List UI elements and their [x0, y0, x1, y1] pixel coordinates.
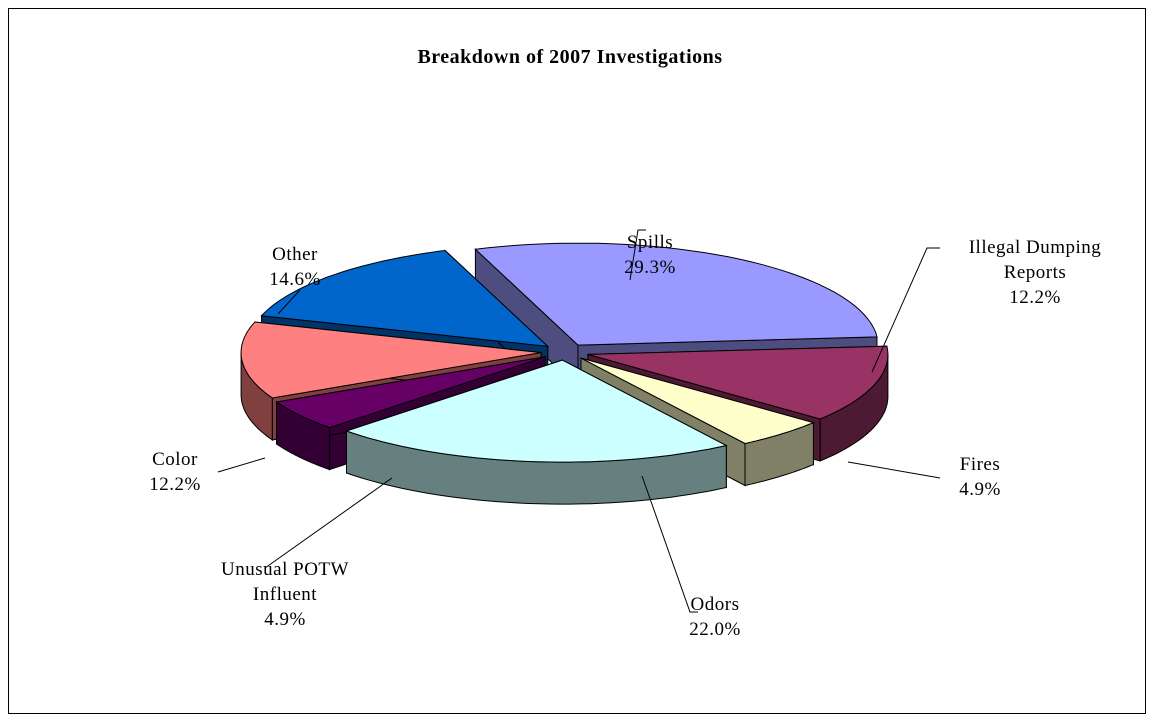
leader-line: [277, 289, 301, 315]
slice: [275, 356, 546, 429]
leader-line: [217, 457, 266, 473]
leader-line: [629, 229, 646, 281]
category-label: Unusual POTW Influent: [221, 559, 349, 605]
data-label: Odors 22.0%: [660, 592, 770, 642]
data-label: Unusual POTW Influent 4.9%: [200, 557, 370, 632]
slice: [474, 242, 878, 346]
chart-title: Breakdown of 2007 Investigations: [417, 46, 723, 68]
value-label: 22.0%: [689, 619, 741, 640]
slice: [260, 249, 550, 348]
slice: [587, 345, 889, 420]
leader-line: [871, 247, 940, 373]
value-label: 29.3%: [624, 257, 676, 278]
value-label: 4.9%: [264, 609, 306, 630]
category-label: Other: [272, 244, 318, 265]
data-label: Illegal Dumping Reports 12.2%: [940, 235, 1130, 310]
slice: [344, 359, 728, 463]
category-label: Fires: [959, 454, 1001, 475]
leader-line: [847, 461, 941, 479]
category-label: Odors: [690, 594, 740, 615]
leader-line: [264, 477, 393, 569]
data-label: Fires 4.9%: [930, 452, 1030, 502]
data-label: Spills 29.3%: [580, 230, 720, 280]
category-label: Spills: [626, 232, 674, 253]
data-label: Other 14.6%: [240, 242, 350, 292]
leader-line: [641, 475, 698, 613]
data-label: Color 12.2%: [120, 447, 230, 497]
value-label: 12.2%: [1009, 287, 1061, 308]
slice: [580, 357, 815, 445]
category-label: Illegal Dumping Reports: [968, 237, 1102, 283]
chart-frame: [8, 8, 1146, 714]
value-label: 14.6%: [269, 269, 321, 290]
value-label: 12.2%: [149, 474, 201, 495]
category-label: Color: [152, 449, 198, 470]
slice: [240, 321, 542, 399]
value-label: 4.9%: [959, 479, 1001, 500]
